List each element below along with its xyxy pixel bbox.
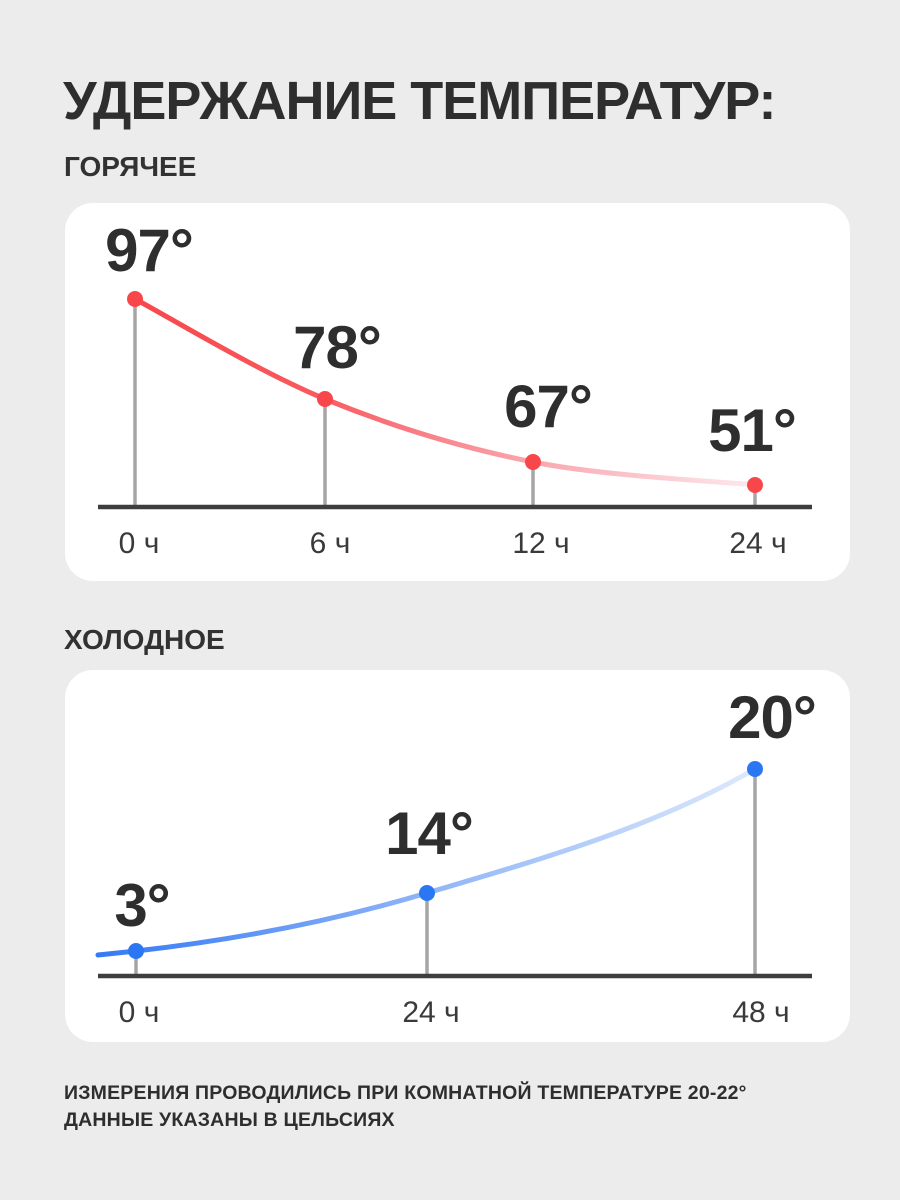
value-label: 14°: [385, 800, 474, 867]
value-label: 20°: [728, 684, 817, 751]
data-point-marker: [747, 477, 763, 493]
data-point-marker: [127, 291, 143, 307]
page-title: УДЕРЖАНИЕ ТЕМПЕРАТУР:: [63, 71, 777, 131]
data-point-marker: [525, 454, 541, 470]
data-point-marker: [128, 943, 144, 959]
tick-label: 24 ч: [729, 527, 787, 560]
data-point-marker: [747, 761, 763, 777]
hot-curve: [132, 296, 758, 488]
data-point-marker: [419, 885, 435, 901]
tick-label: 48 ч: [732, 996, 790, 1029]
footnote-line-1: ИЗМЕРЕНИЯ ПРОВОДИЛИСЬ ПРИ КОМНАТНОЙ ТЕМП…: [64, 1082, 747, 1104]
cold-chart-svg: [95, 761, 812, 979]
tick-label: 0 ч: [118, 996, 160, 1029]
hot-chart-card: 97° 78° 67° 51° 0 ч 6 ч 12 ч 24 ч: [65, 203, 850, 581]
data-point-marker: [317, 391, 333, 407]
hot-section-label: ГОРЯЧЕЕ: [64, 151, 197, 182]
value-label: 51°: [708, 397, 797, 464]
cold-chart-card: 3° 14° 20° 0 ч 24 ч 48 ч: [65, 670, 850, 1042]
tick-label: 24 ч: [402, 996, 460, 1029]
tick-label: 0 ч: [118, 527, 160, 560]
value-label: 67°: [504, 373, 593, 440]
value-label: 97°: [105, 217, 194, 284]
footnote: ИЗМЕРЕНИЯ ПРОВОДИЛИСЬ ПРИ КОМНАТНОЙ ТЕМП…: [64, 1080, 747, 1135]
footnote-line-2: ДАННЫЕ УКАЗАНЫ В ЦЕЛЬСИЯХ: [64, 1109, 395, 1132]
value-label: 3°: [114, 872, 170, 939]
tick-label: 12 ч: [512, 527, 570, 560]
tick-label: 6 ч: [309, 527, 351, 560]
hot-chart-svg: [98, 291, 812, 510]
cold-section-label: ХОЛОДНОЕ: [64, 624, 225, 655]
value-label: 78°: [293, 314, 382, 381]
